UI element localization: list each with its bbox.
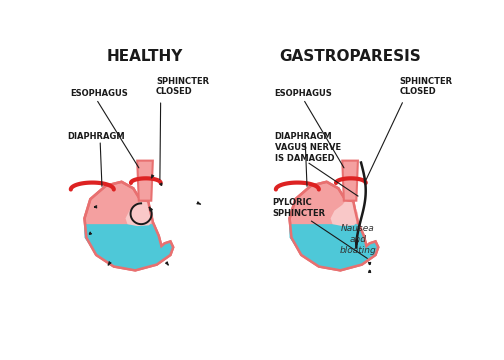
Polygon shape — [289, 224, 378, 270]
Text: Nausea
and
bloating: Nausea and bloating — [340, 224, 376, 255]
Polygon shape — [137, 161, 153, 201]
Polygon shape — [331, 201, 359, 226]
Polygon shape — [84, 224, 173, 270]
Polygon shape — [125, 201, 154, 226]
Polygon shape — [85, 182, 173, 270]
Text: VAGUS NERVE
IS DAMAGED: VAGUS NERVE IS DAMAGED — [275, 143, 341, 163]
Text: PYLORIC
SPHINCTER: PYLORIC SPHINCTER — [272, 198, 325, 218]
Text: ESOPHAGUS: ESOPHAGUS — [70, 89, 128, 98]
Polygon shape — [342, 161, 358, 201]
Text: DIAPHRAGM: DIAPHRAGM — [275, 132, 332, 141]
Polygon shape — [289, 182, 378, 270]
Text: HEALTHY: HEALTHY — [107, 49, 183, 64]
Text: SPHINCTER
CLOSED: SPHINCTER CLOSED — [400, 77, 453, 96]
Text: GASTROPARESIS: GASTROPARESIS — [279, 49, 421, 64]
Text: ESOPHAGUS: ESOPHAGUS — [275, 89, 333, 98]
Text: DIAPHRAGM: DIAPHRAGM — [67, 132, 124, 141]
Text: SPHINCTER
CLOSED: SPHINCTER CLOSED — [156, 77, 209, 96]
